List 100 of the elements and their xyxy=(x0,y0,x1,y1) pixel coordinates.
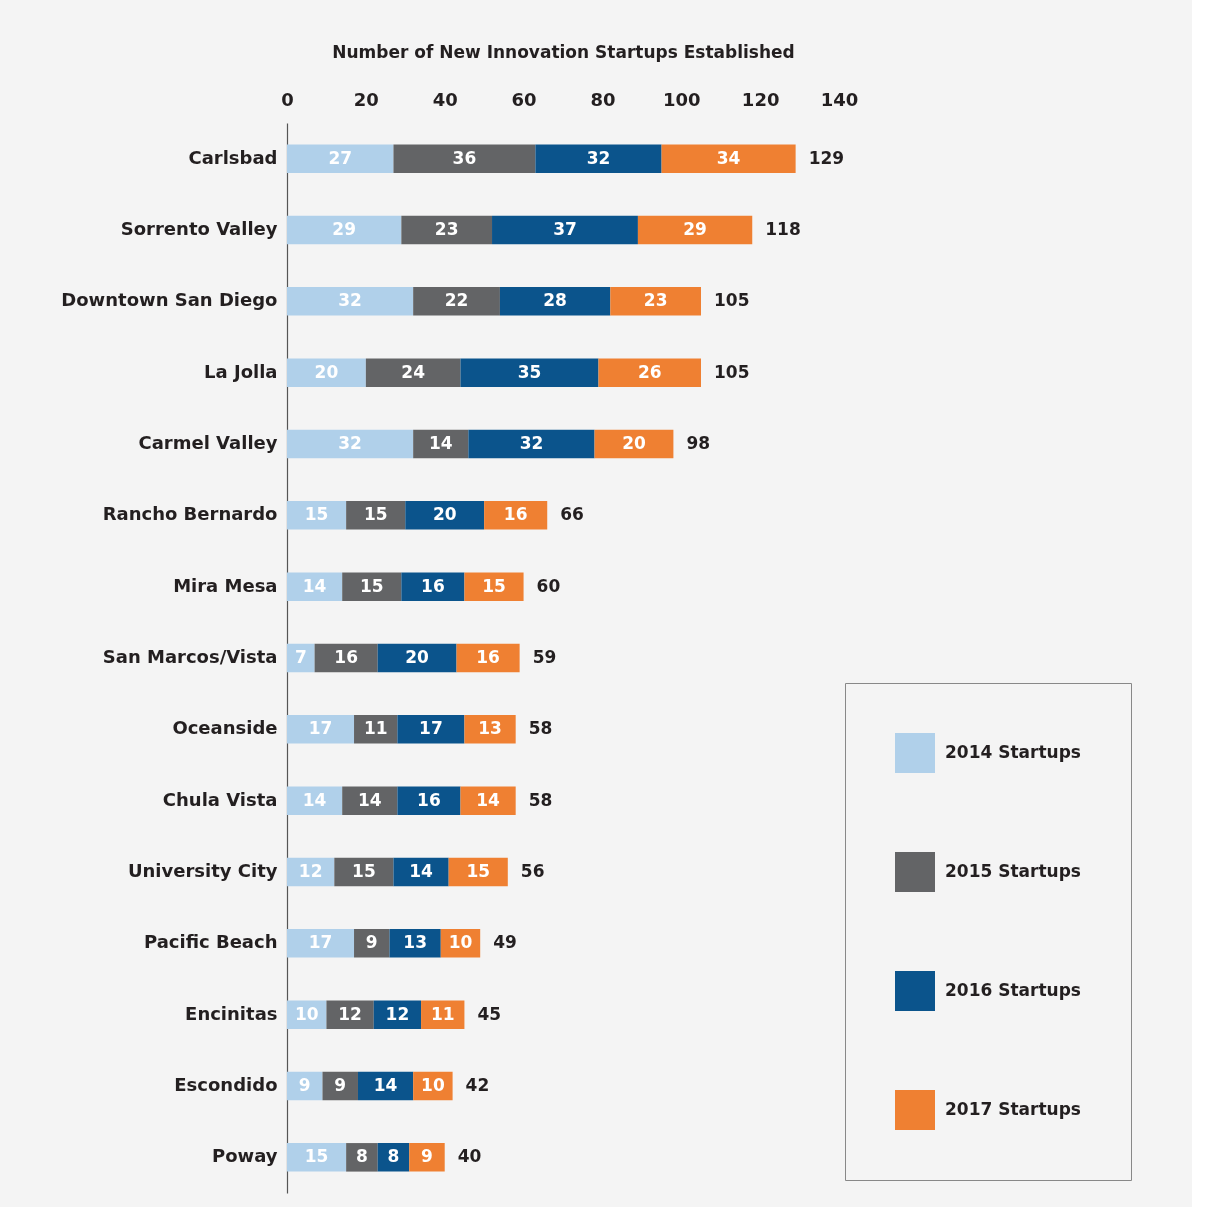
y-tick-label: Carlsbad xyxy=(188,146,278,168)
bar xyxy=(287,786,343,815)
data-label: 20 xyxy=(622,433,646,453)
y-tick-label: Encinitas xyxy=(185,1002,278,1024)
x-axis-title: Number of New Innovation Startups Established xyxy=(332,41,795,62)
bar xyxy=(637,215,753,245)
bar xyxy=(287,215,402,245)
total-label: 49 xyxy=(493,932,517,953)
data-label: 26 xyxy=(637,361,662,382)
data-label: 23 xyxy=(434,219,459,239)
data-label: 29 xyxy=(683,219,707,239)
bar xyxy=(287,501,347,530)
data-label: 36 xyxy=(452,147,477,168)
bar xyxy=(342,572,402,601)
y-tick-label: San Marcos/Vista xyxy=(102,646,278,667)
data-label: 15 xyxy=(363,504,388,525)
data-label: 32 xyxy=(338,433,362,453)
bar xyxy=(413,287,500,316)
y-tick-label: Escondido xyxy=(174,1074,278,1095)
y-tick-label: Mira Mesa xyxy=(173,574,278,596)
x-tick-label: 0 xyxy=(281,88,294,110)
data-label: 14 xyxy=(428,433,453,453)
data-label: 23 xyxy=(643,290,668,311)
data-label: 11 xyxy=(363,718,388,739)
y-tick-label: Oceanside xyxy=(172,717,278,739)
bar xyxy=(610,287,701,316)
data-label: 16 xyxy=(334,647,358,667)
bar xyxy=(287,287,414,316)
total-label: 60 xyxy=(536,575,561,596)
data-label: 16 xyxy=(421,575,445,596)
bar xyxy=(326,1000,374,1029)
total-label: 66 xyxy=(560,504,584,525)
data-label: 15 xyxy=(482,575,506,596)
bar xyxy=(499,287,611,316)
bar xyxy=(287,929,355,958)
bar xyxy=(287,358,366,387)
y-tick-label: Pacific Beach xyxy=(143,931,278,953)
data-label: 11 xyxy=(430,1003,455,1024)
bar xyxy=(287,429,414,459)
data-label: 15 xyxy=(304,504,329,525)
data-label: 8 xyxy=(355,1146,368,1167)
bar xyxy=(460,786,516,815)
x-tick-label: 60 xyxy=(511,88,537,110)
data-label: 17 xyxy=(308,718,333,739)
data-label: 35 xyxy=(517,361,542,382)
x-tick-label: 120 xyxy=(741,88,780,110)
data-label: 12 xyxy=(298,861,323,881)
bar xyxy=(287,643,315,673)
total-label: 58 xyxy=(528,718,553,739)
bar xyxy=(661,144,796,173)
data-label: 9 xyxy=(298,1075,311,1095)
data-label: 12 xyxy=(385,1003,410,1024)
data-label: 16 xyxy=(503,504,528,525)
data-label: 14 xyxy=(302,789,327,810)
data-label: 27 xyxy=(328,147,353,168)
bar xyxy=(598,358,701,387)
y-tick-label: Rancho Bernardo xyxy=(102,503,278,525)
bar xyxy=(409,1143,445,1172)
data-label: 15 xyxy=(352,861,376,881)
data-label: 10 xyxy=(294,1003,319,1024)
x-tick-label: 140 xyxy=(820,88,859,110)
bar xyxy=(287,715,355,744)
bar xyxy=(397,715,465,744)
total-label: 129 xyxy=(808,147,845,168)
data-label: 32 xyxy=(338,290,362,311)
data-label: 32 xyxy=(519,433,544,453)
data-label: 15 xyxy=(466,861,491,881)
data-label: 10 xyxy=(421,1075,445,1095)
data-label: 20 xyxy=(314,361,339,382)
bar xyxy=(401,215,493,245)
y-tick-label: Chula Vista xyxy=(162,788,278,810)
data-label: 9 xyxy=(334,1075,347,1095)
data-label: 10 xyxy=(448,932,473,953)
data-label: 22 xyxy=(444,290,469,311)
total-label: 118 xyxy=(765,219,801,239)
data-label: 9 xyxy=(365,932,378,953)
total-label: 58 xyxy=(528,789,553,810)
bar xyxy=(492,215,638,245)
x-tick-label: 20 xyxy=(353,88,379,110)
data-label: 20 xyxy=(432,504,457,525)
bar xyxy=(287,572,343,601)
bar xyxy=(401,572,465,601)
data-label: 37 xyxy=(553,219,577,239)
bar xyxy=(365,358,461,387)
data-label: 13 xyxy=(403,932,427,953)
legend-label: 2014 Startups xyxy=(945,742,1081,762)
total-label: 56 xyxy=(520,861,545,881)
data-label: 29 xyxy=(332,219,357,239)
data-label: 17 xyxy=(308,932,333,953)
data-label: 28 xyxy=(543,290,567,311)
bar xyxy=(464,572,524,601)
data-label: 14 xyxy=(302,575,327,596)
bar xyxy=(468,429,595,459)
bar xyxy=(464,715,516,744)
data-label: 13 xyxy=(478,718,502,739)
bar xyxy=(397,786,461,815)
data-label: 20 xyxy=(405,647,430,667)
bar xyxy=(484,501,548,530)
data-label: 16 xyxy=(476,647,500,667)
data-label: 15 xyxy=(359,575,384,596)
